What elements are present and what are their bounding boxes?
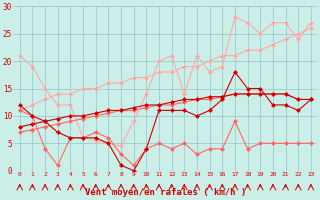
X-axis label: Vent moyen/en rafales ( km/h ): Vent moyen/en rafales ( km/h ) (85, 188, 246, 197)
